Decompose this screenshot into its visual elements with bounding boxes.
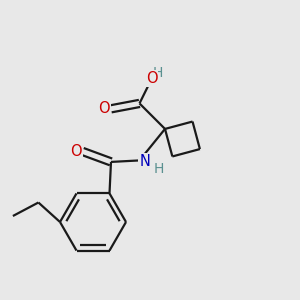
Text: N: N (140, 154, 150, 169)
Text: O: O (146, 71, 157, 86)
Text: H: H (152, 65, 163, 80)
Text: O: O (70, 144, 82, 159)
Text: H: H (154, 162, 164, 176)
Text: O: O (99, 101, 110, 116)
